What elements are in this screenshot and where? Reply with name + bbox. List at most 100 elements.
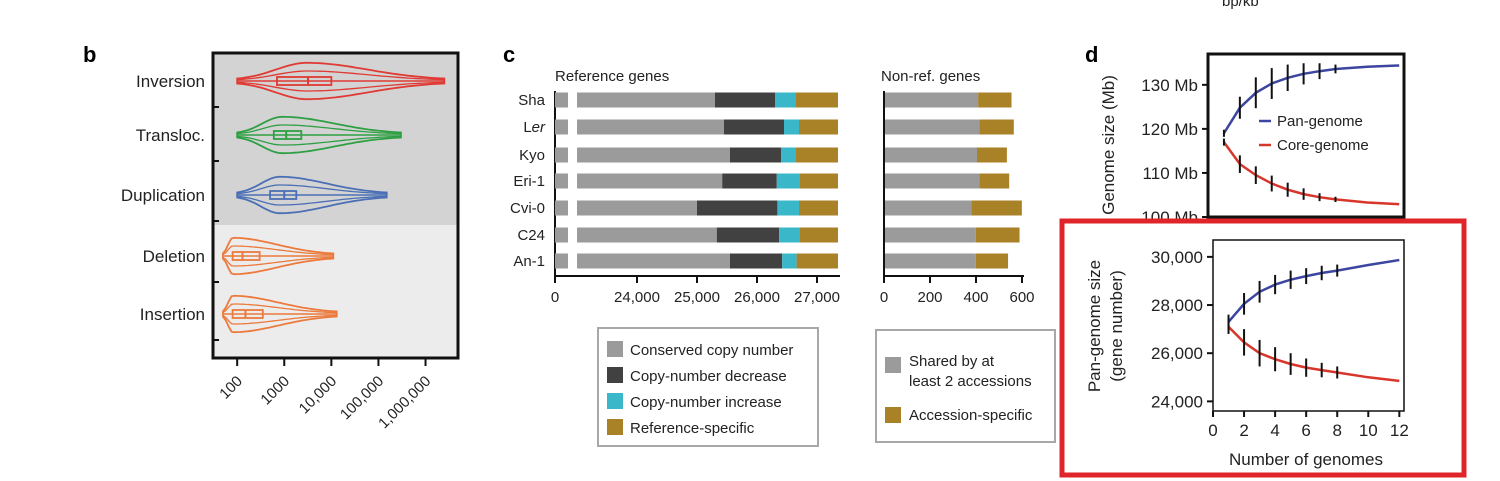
nonref-bar-eri-1-shared-by-at-least-2-accessions <box>885 173 980 189</box>
legend-label-conserved: Conserved copy number <box>630 342 793 359</box>
bar-c24-copy-number-decrease <box>716 227 780 243</box>
legend-swatch-conserved <box>607 341 623 357</box>
axis-break-ler <box>568 119 576 135</box>
d-bottom-xtick-label-2: 2 <box>1239 421 1248 440</box>
d-bottom-xtick-label-0: 0 <box>1208 421 1217 440</box>
panel-b-light-band <box>213 225 458 358</box>
nonref-genes-title: Non-ref. genes <box>881 68 980 85</box>
legend-label-ref-specific: Reference-specific <box>630 420 755 437</box>
d-bottom-xtick-label-6: 6 <box>1301 421 1310 440</box>
axis-break-kyo <box>568 147 576 163</box>
bar-stub-cvi-0 <box>555 200 568 216</box>
xtick-label-10-000: 10,000 <box>296 373 340 417</box>
category-label-deletion: Deletion <box>143 247 205 266</box>
genome-size-chart: 100 Mb 110 Mb 120 Mb 130 Mb Genome size (Mb)… <box>1099 52 1406 227</box>
axis-break-eri-1 <box>568 173 576 189</box>
legend-box <box>597 327 819 447</box>
d-top-ylabel: Genome size (Mb) <box>1099 75 1118 215</box>
bar-stub-eri-1 <box>555 173 568 189</box>
legend-swatch-acc-specific <box>885 407 901 423</box>
d-bottom-ylabel: Pan-genome size (gene number) <box>1085 260 1126 392</box>
nonref-bar-eri-1-accession-specific <box>979 173 1010 189</box>
legend-swatch-decrease <box>607 367 623 383</box>
bar-c24-copy-number-increase <box>779 227 800 243</box>
bar-kyo-copy-number-increase <box>781 147 796 163</box>
pan-genome-gene-chart: 24,000 26,000 28,000 30,000 0 2 4 6 8 10 12 Pan-gen… <box>1085 239 1409 469</box>
category-label-duplication: Duplication <box>121 186 205 205</box>
bar-ler-copy-number-increase <box>784 119 799 135</box>
c-ref-xtick-label-27-000: 27,000 <box>794 289 840 306</box>
d-bottom-xtick-label-8: 8 <box>1332 421 1341 440</box>
violin-inversion <box>236 61 446 101</box>
bar-an-1-copy-number-decrease <box>730 253 783 269</box>
panel-b-letter: b <box>83 42 96 67</box>
bar-eri-1-reference-specific <box>799 173 838 189</box>
d-bottom-xtick-label-4: 4 <box>1270 421 1279 440</box>
panel-b-frame <box>211 51 460 360</box>
violin-inner-duplication <box>236 184 388 206</box>
bar-sha-reference-specific <box>796 92 838 108</box>
d-bottom-ytick-label-28-000: 28,000 <box>1151 296 1203 315</box>
c-nonref-xtick-label-600: 600 <box>1009 289 1034 306</box>
c-ref-xtick-label-25-000: 25,000 <box>674 289 720 306</box>
nonref-bar-sha-shared-by-at-least-2-accessions <box>885 92 979 108</box>
violin-deletion <box>222 236 335 276</box>
reference-genes-legend: Conserved copy number Copy-number decrea… <box>597 327 819 447</box>
axis-break-cvi-0 <box>568 200 576 216</box>
c-category-label-cvi-0: Cvi-0 <box>510 200 545 217</box>
bar-kyo-copy-number-decrease <box>730 147 781 163</box>
d-bottom-ytick-label-30-000: 30,000 <box>1151 248 1203 267</box>
legend-label-shared-line2: least 2 accessions <box>909 373 1032 390</box>
bar-sha-copy-number-decrease <box>715 92 775 108</box>
bar-eri-1-copy-number-decrease <box>722 173 777 189</box>
category-label-insertion: Insertion <box>140 305 205 324</box>
axis-break-an-1 <box>568 253 576 269</box>
bar-eri-1-conserved-copy-number <box>577 173 723 189</box>
category-label-transloc: Transloc. <box>136 126 205 145</box>
bar-c24-conserved-copy-number <box>577 227 717 243</box>
nonref-bar-c24-accession-specific <box>975 227 1020 243</box>
bar-sha-copy-number-increase <box>775 92 796 108</box>
nonref-bar-an-1-shared-by-at-least-2-accessions <box>885 253 976 269</box>
legend-swatch-increase <box>607 393 623 409</box>
bar-ler-copy-number-decrease <box>724 119 784 135</box>
legend-label-decrease: Copy-number decrease <box>630 368 787 385</box>
nonref-bar-kyo-accession-specific <box>977 147 1007 163</box>
bar-an-1-conserved-copy-number <box>577 253 730 269</box>
c-category-label-c24: C24 <box>517 227 545 244</box>
c-nonref-xtick-label-400: 400 <box>963 289 988 306</box>
violin-inner-deletion <box>222 245 334 267</box>
bar-stub-kyo <box>555 147 568 163</box>
c-category-label-an-1: An-1 <box>513 253 545 270</box>
bar-an-1-copy-number-increase <box>782 253 797 269</box>
d-legend-label-pan-genome: Pan-genome <box>1277 113 1363 130</box>
bar-stub-sha <box>555 92 568 108</box>
bar-c24-reference-specific <box>799 227 838 243</box>
bar-ler-reference-specific <box>799 119 838 135</box>
panel-d-letter: d <box>1085 42 1098 67</box>
panel-b-violin-chart: Inversion Transloc. Duplication Deletion Ins… <box>121 51 460 432</box>
bar-kyo-reference-specific <box>796 147 838 163</box>
c-nonref-xtick-label-200: 200 <box>917 289 942 306</box>
c-category-label-eri-1: Eri-1 <box>513 173 545 190</box>
c-ref-xtick-label-24-000: 24,000 <box>614 289 660 306</box>
bar-cvi-0-copy-number-increase <box>777 200 799 216</box>
nonref-bar-c24-shared-by-at-least-2-accessions <box>885 227 976 243</box>
bar-cvi-0-reference-specific <box>799 200 838 216</box>
d-bottom-ytick-label-26-000: 26,000 <box>1151 344 1203 363</box>
d-legend-label-core-genome: Core-genome <box>1277 137 1369 154</box>
legend-label-increase: Copy-number increase <box>630 394 782 411</box>
bar-eri-1-copy-number-increase <box>776 173 800 189</box>
nonref-bar-cvi-0-accession-specific <box>971 200 1022 216</box>
nonref-genes-chart: 0 200 400 600 <box>880 91 1035 306</box>
violin-insertion <box>222 294 338 334</box>
nonref-bar-kyo-shared-by-at-least-2-accessions <box>885 147 977 163</box>
d-top-line-pan-genome <box>1222 64 1400 134</box>
d-bottom-line-core-genome <box>1227 325 1400 383</box>
nonref-bar-ler-accession-specific <box>979 119 1014 135</box>
bar-cvi-0-copy-number-decrease <box>697 200 778 216</box>
d-top-ytick-label-110-mb: 110 Mb <box>1143 164 1198 183</box>
nonref-genes-legend: Shared by at least 2 accessions Accessio… <box>875 329 1056 443</box>
bar-cvi-0-conserved-copy-number <box>577 200 697 216</box>
xtick-label-100: 100 <box>216 373 246 403</box>
